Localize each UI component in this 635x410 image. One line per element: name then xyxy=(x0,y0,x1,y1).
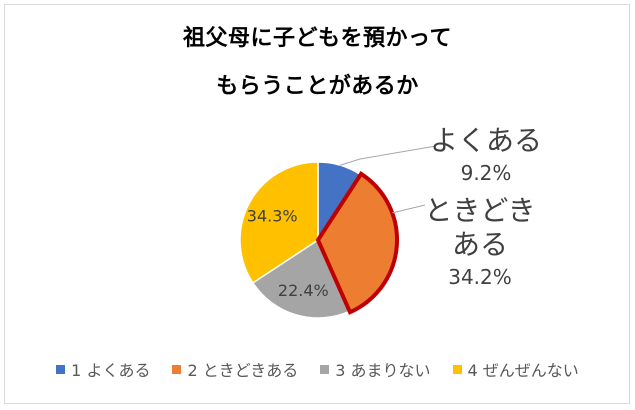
legend-item-1: 1 よくある xyxy=(56,357,150,381)
callout-2-label-line-2: ある xyxy=(452,228,508,261)
legend-label: 3 あまりない xyxy=(335,361,431,380)
chart-title-line-2: もらうことがあるか xyxy=(216,74,419,99)
callout-2-label-line-1: ときどき xyxy=(424,194,535,227)
callout-1-label: よくある xyxy=(430,124,542,157)
leader-line-1 xyxy=(340,145,437,166)
legend-swatch xyxy=(320,364,330,374)
data-label-4: 34.3% xyxy=(247,206,298,225)
callout-2-value: 34.2% xyxy=(448,265,512,289)
legend-item-2: 2 ときどきある xyxy=(172,357,298,381)
legend-label: 1 よくある xyxy=(71,361,151,380)
legend-label: 4 ぜんぜんない xyxy=(467,361,579,380)
callout-1-value: 9.2% xyxy=(461,161,512,185)
chart-title-line-1: 祖父母に子どもを預かって xyxy=(183,26,452,51)
data-label-3: 22.4% xyxy=(278,281,329,300)
legend-item-3: 3 あまりない xyxy=(320,357,431,381)
legend-label: 2 ときどきある xyxy=(187,361,299,380)
legend-swatch xyxy=(172,364,182,374)
leader-line-2 xyxy=(392,204,426,214)
pie-slice-4 xyxy=(239,161,319,284)
chart-legend: 1 よくある 2 ときどきある 3 あまりない 4 ぜんぜんない xyxy=(0,357,635,381)
legend-swatch xyxy=(452,364,462,374)
legend-swatch xyxy=(56,364,66,374)
legend-item-4: 4 ぜんぜんない xyxy=(452,357,579,381)
highlight-outline xyxy=(315,171,399,315)
